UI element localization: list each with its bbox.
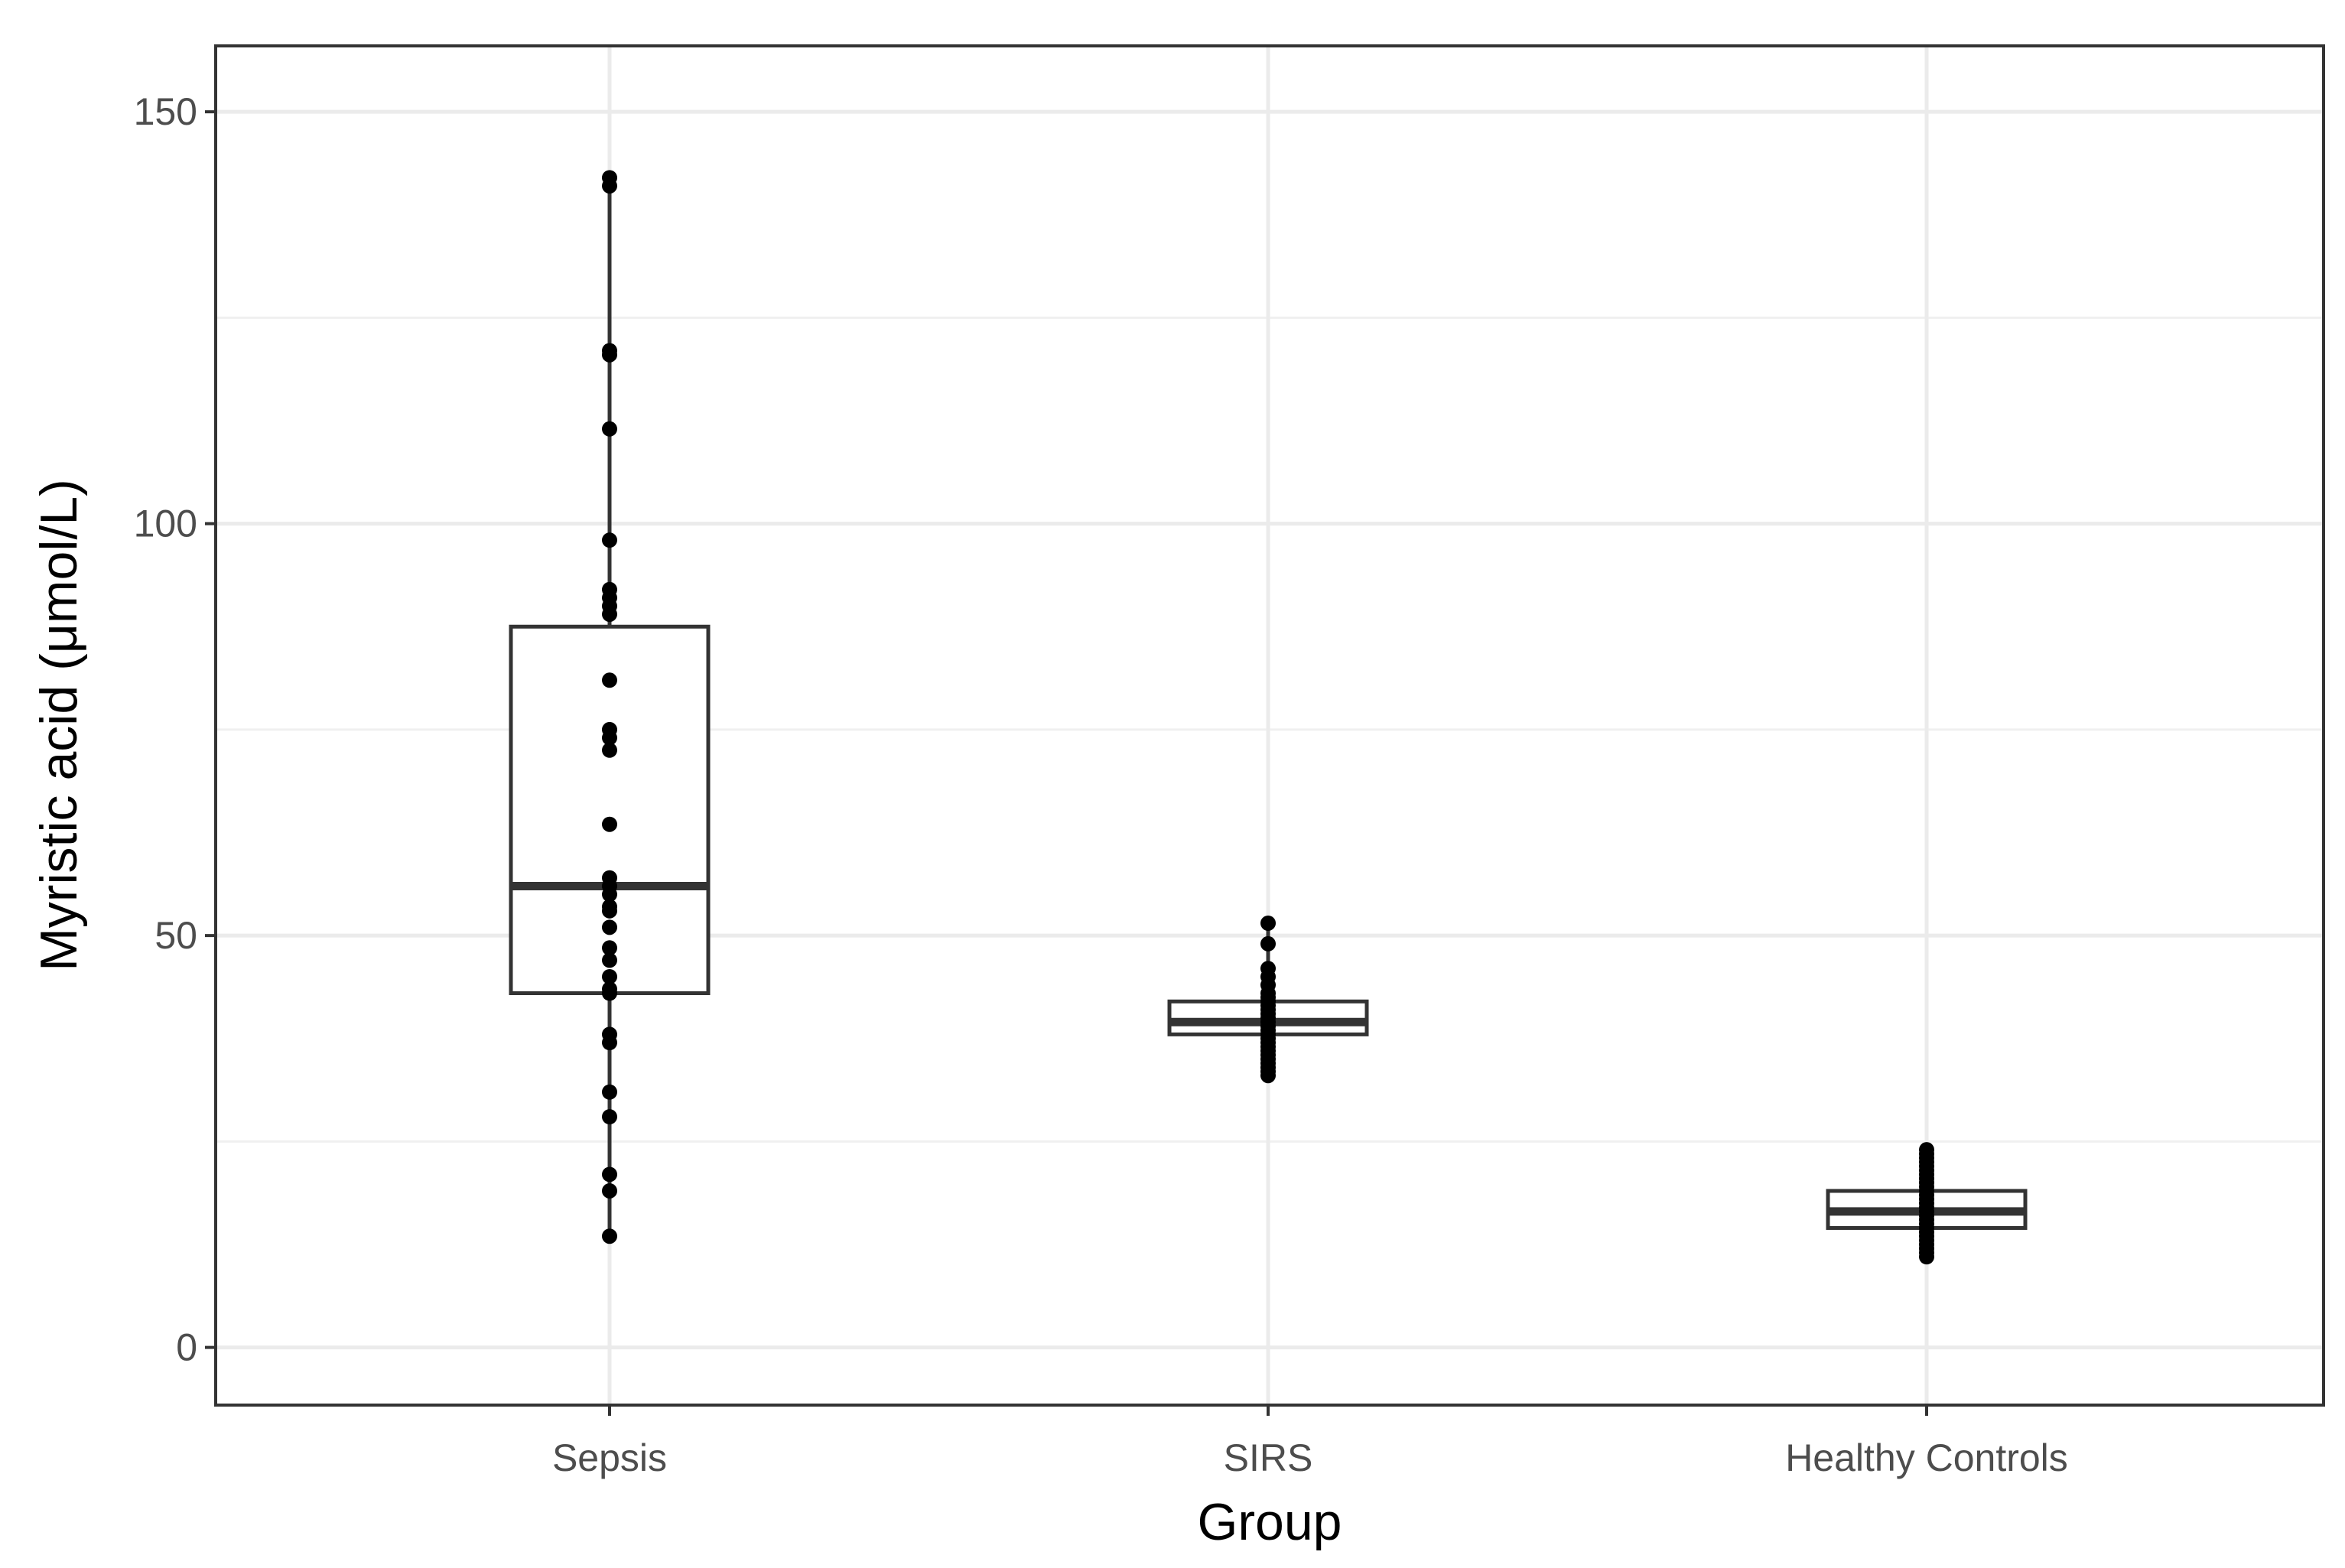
data-point bbox=[602, 1166, 617, 1183]
data-point bbox=[602, 1035, 617, 1051]
data-point bbox=[602, 742, 617, 758]
data-point bbox=[602, 903, 617, 919]
y-tick-label: 0 bbox=[176, 1326, 197, 1369]
data-point bbox=[602, 1084, 617, 1100]
data-point bbox=[1260, 915, 1276, 931]
data-point bbox=[602, 1228, 617, 1244]
data-point bbox=[1260, 935, 1276, 952]
data-point bbox=[602, 940, 617, 956]
data-point bbox=[602, 952, 617, 968]
data-point bbox=[602, 919, 617, 935]
data-point bbox=[602, 816, 617, 832]
point-layer bbox=[602, 170, 1934, 1265]
x-axis-title: Group bbox=[1198, 1493, 1342, 1551]
data-point bbox=[602, 178, 617, 194]
y-tick-label: 150 bbox=[134, 90, 197, 133]
data-point bbox=[602, 346, 617, 363]
data-point bbox=[602, 421, 617, 437]
y-axis-title: Myristic acid (μmol/L) bbox=[30, 479, 88, 971]
x-tick-label: SIRS bbox=[1224, 1436, 1313, 1479]
data-point bbox=[602, 672, 617, 688]
data-point bbox=[602, 1183, 617, 1199]
data-point bbox=[602, 730, 617, 746]
data-point bbox=[1919, 1249, 1934, 1265]
x-tick-label: Sepsis bbox=[552, 1436, 667, 1479]
y-tick-label: 100 bbox=[134, 503, 197, 545]
data-point bbox=[602, 532, 617, 548]
y-tick-label: 50 bbox=[154, 914, 197, 957]
axis-layer: 0 50 100 150 Sepsis SIRS Healthy Controls bbox=[134, 90, 2068, 1479]
data-point bbox=[1260, 1068, 1276, 1084]
data-point bbox=[602, 968, 617, 984]
data-point bbox=[602, 985, 617, 1001]
data-point bbox=[602, 1109, 617, 1125]
data-point bbox=[602, 886, 617, 903]
x-tick-label: Healthy Controls bbox=[1785, 1436, 2068, 1479]
data-point bbox=[602, 607, 617, 623]
